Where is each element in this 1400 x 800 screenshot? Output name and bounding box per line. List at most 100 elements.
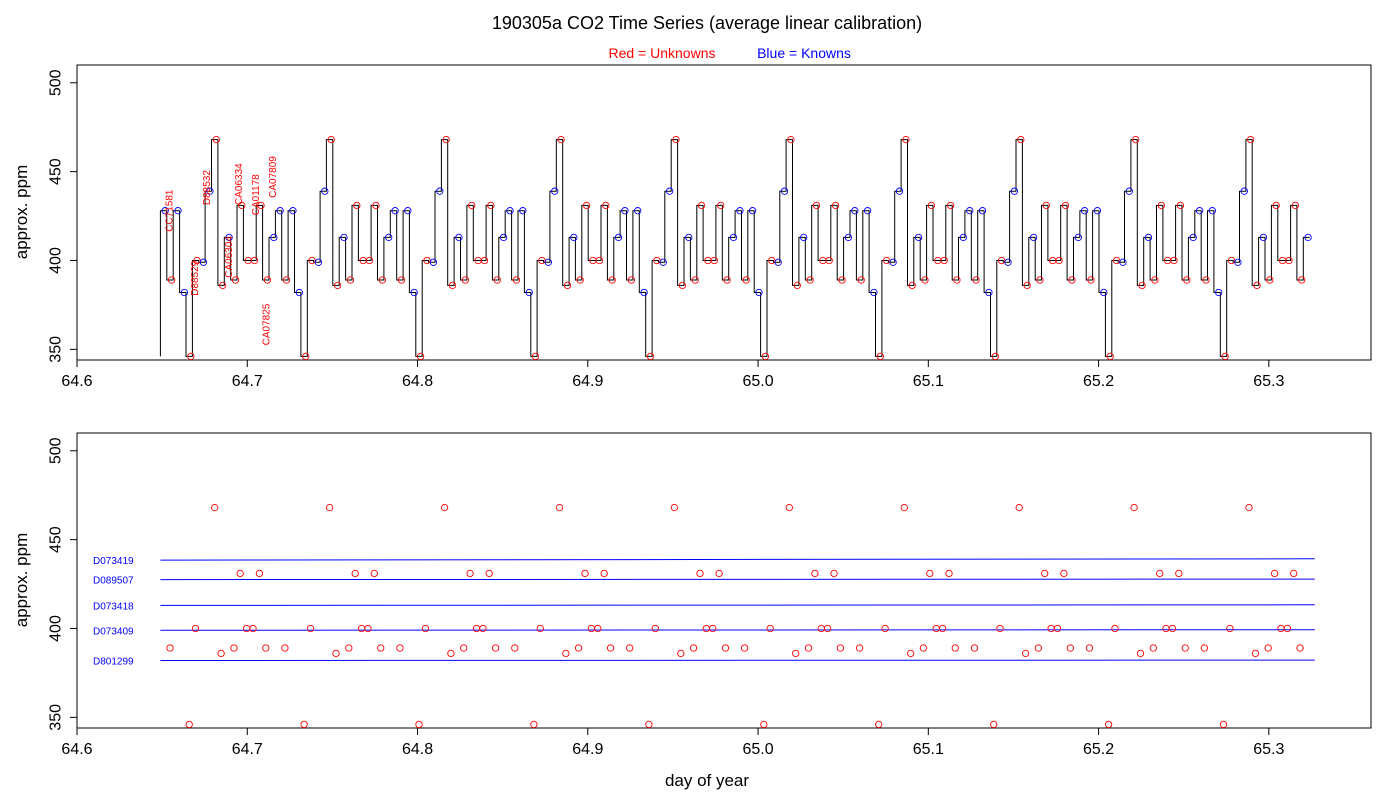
unknown-sample-point-CA01178: [723, 276, 731, 284]
unknown-sample-point-CA06304: [250, 256, 259, 265]
sample-annotation-D88529: D88529: [190, 260, 201, 295]
unknown-point-CA06304: [1162, 624, 1170, 633]
unknown-point-D88532: [715, 569, 723, 578]
unknown-sample-point-CA01178: [806, 276, 814, 284]
unknown-sample-point-D88532: [717, 201, 725, 210]
unknown-point-CA06304: [472, 624, 481, 633]
unknown-sample-point-D88529: [997, 256, 1006, 265]
unknown-sample-point-CA01178: [1183, 276, 1191, 284]
known-sample-point-D073418: [270, 233, 278, 242]
unknown-point-CA07825: [760, 720, 768, 729]
unknown-point-CA01178: [460, 644, 468, 652]
unknown-point-CC71581: [626, 644, 634, 652]
p1-y-tick-label: 400: [48, 247, 65, 274]
known-sample-point-D073418: [614, 233, 623, 242]
unknown-sample-point-CA07809: [448, 281, 457, 290]
known-sample-point-D073419: [895, 187, 904, 195]
unknown-point-CA07825: [300, 720, 308, 729]
reference-label-D073418: D073418: [93, 601, 134, 612]
known-sample-point-D089507: [519, 207, 527, 215]
known-sample-point-D073409: [544, 258, 552, 266]
unknown-sample-point-D88532: [602, 201, 610, 210]
unknown-sample-point-CA06304: [825, 256, 833, 265]
unknown-point-CA07809: [217, 649, 225, 658]
known-sample-point-D801299: [295, 288, 303, 297]
unknown-point-CA07809: [792, 649, 800, 658]
reference-line-D073419: [160, 558, 1315, 561]
known-sample-point-D089507: [161, 207, 169, 215]
known-sample-point-D073418: [1189, 233, 1197, 242]
unknown-sample-point-CA07825: [646, 352, 655, 361]
known-sample-point-D089507: [174, 207, 182, 215]
reference-label-D073409: D073409: [93, 626, 134, 637]
known-sample-point-D073419: [665, 187, 674, 195]
unknown-sample-point-D88532: [487, 201, 495, 210]
unknown-point-D88532: [600, 569, 608, 578]
unknown-sample-point-CA07809: [1253, 281, 1261, 290]
p2-y-tick-label: 500: [48, 437, 65, 464]
known-sample-point-D089507: [391, 207, 399, 215]
unknown-point-CA06304: [1053, 624, 1062, 633]
unknown-point-CA07825: [530, 720, 538, 729]
known-sample-point-D089507: [289, 207, 297, 215]
known-sample-point-D073418: [729, 233, 738, 242]
unknown-point-D88529: [996, 624, 1004, 633]
known-sample-point-D073419: [551, 187, 559, 195]
unknown-sample-point-CC71581: [742, 276, 750, 284]
unknown-sample-point-D88529: [308, 256, 316, 265]
unknown-sample-point-CA01178: [461, 276, 469, 284]
unknown-point-CA07825: [990, 720, 998, 729]
unknown-point-CC71581: [855, 644, 864, 652]
known-sample-point-D073418: [1304, 233, 1312, 242]
known-sample-point-D089507: [404, 207, 412, 215]
unknown-point-CC71581: [740, 644, 749, 652]
unknown-sample-point-CC71581: [972, 276, 980, 284]
known-sample-point-D073419: [321, 187, 329, 195]
unknown-point-CA01178: [721, 644, 730, 652]
known-sample-point-D073409: [429, 258, 438, 266]
known-sample-point-D073409: [199, 258, 208, 266]
unknown-sample-point-D88529: [538, 256, 546, 265]
unknown-point-D88532: [351, 569, 359, 578]
unknown-point-CA01178: [606, 644, 615, 652]
reference-line-D073409: [160, 629, 1315, 631]
unknown-sample-point-CA06334: [1017, 135, 1025, 144]
known-sample-point-D073409: [1234, 258, 1242, 266]
unknown-point-CA07825: [645, 720, 653, 729]
unknown-point-CA07809: [677, 649, 685, 658]
unknown-sample-point-CA01178: [1068, 276, 1076, 284]
unknown-sample-point-D88532: [1291, 201, 1299, 210]
unknown-sample-point-CA06304: [1170, 256, 1178, 265]
unknown-sample-point-CA07825: [761, 352, 770, 361]
unknown-point-CA06334: [211, 503, 219, 512]
unknown-point-D88532: [466, 569, 474, 578]
known-sample-point-D073418: [455, 233, 463, 242]
unknown-point-D88529: [1226, 624, 1234, 633]
unknown-point-D88532: [1041, 569, 1049, 578]
unknown-point-CA07825: [1104, 720, 1113, 729]
unknown-point-CC71581: [396, 644, 404, 652]
unknown-sample-point-D88532: [927, 201, 936, 210]
unknown-sample-point-CA01178: [1266, 276, 1274, 284]
known-sample-point-D089507: [1195, 207, 1204, 215]
unknown-point-CA06334: [325, 503, 334, 512]
unknown-sample-point-CA01178: [953, 276, 961, 284]
unknown-sample-point-D88532: [946, 201, 955, 210]
unknown-point-CA06304: [702, 624, 710, 633]
known-sample-point-D801299: [180, 288, 189, 297]
unknown-sample-point-CA06334: [557, 135, 565, 144]
unknown-sample-point-D88529: [1227, 256, 1236, 265]
known-sample-point-D073409: [1119, 258, 1127, 266]
known-sample-point-D089507: [978, 207, 987, 215]
unknown-point-CC71581: [281, 644, 289, 652]
unknown-sample-point-CC71581: [167, 276, 176, 284]
unknown-sample-point-CA06304: [710, 256, 718, 265]
unknown-sample-point-CA01178: [1151, 276, 1159, 284]
unknown-point-CA06334: [900, 503, 908, 512]
unknown-point-CA07809: [1251, 649, 1260, 658]
unknown-sample-point-D88532: [353, 201, 361, 210]
unknown-point-D88529: [536, 624, 544, 633]
unknown-sample-point-D88532: [1061, 201, 1070, 210]
unknown-point-CC71581: [511, 644, 519, 652]
